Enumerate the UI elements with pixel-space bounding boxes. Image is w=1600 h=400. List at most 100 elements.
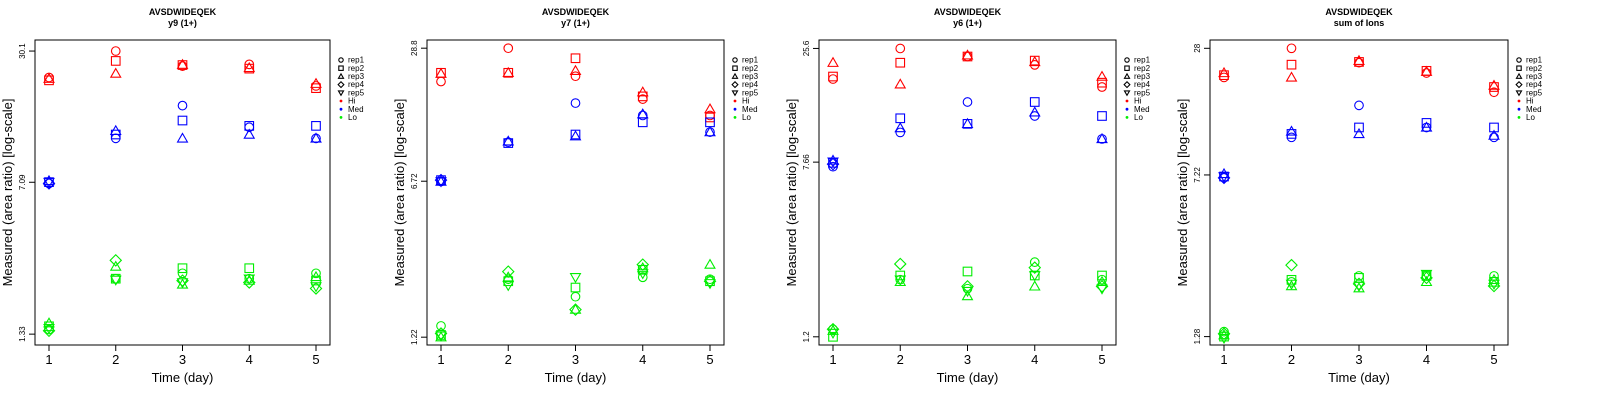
legend-label: rep4 [1134, 80, 1151, 89]
point-med-day1-rep5 [435, 177, 447, 188]
point-lo-day3-rep1 [177, 268, 188, 279]
point-hi-day2-rep1 [895, 43, 906, 54]
point-med-day1-rep3 [827, 154, 839, 165]
legend-swatch [1516, 57, 1522, 63]
point-med-day1-rep4 [826, 157, 840, 171]
point-lo-day5-rep3 [310, 270, 322, 282]
legend-swatch [338, 65, 344, 71]
point-lo-day2-rep3 [109, 260, 122, 271]
legend-label: rep4 [742, 80, 759, 89]
point-med-day2-rep1 [895, 127, 906, 138]
point-med-day3-rep1 [177, 100, 188, 111]
point-lo-day4-rep4 [242, 276, 256, 289]
point-med-day3-rep1 [962, 97, 973, 107]
point-lo-day3-rep3 [569, 303, 582, 314]
y-tick-label: 7.22 [1193, 167, 1202, 183]
legend-label: Lo [1526, 113, 1535, 122]
legend-swatch [339, 107, 343, 111]
point-lo-day4-rep5 [1420, 269, 1433, 281]
point-lo-day1-rep3 [43, 317, 55, 328]
y-axis-label: Measured (area ratio) [log-scale] [784, 99, 799, 287]
point-med-day5-rep3 [1488, 129, 1500, 140]
point-lo-day2-rep4 [1285, 258, 1298, 272]
legend-label: Med [1526, 105, 1542, 114]
x-tick-label: 4 [639, 352, 646, 367]
point-hi-day1-rep3 [827, 56, 839, 67]
point-med-day3-rep1 [570, 98, 581, 108]
point-med-day3-rep3 [569, 130, 582, 141]
point-hi-day1-rep3 [43, 72, 55, 83]
point-hi-day2-rep1 [1286, 43, 1297, 54]
x-tick-label: 3 [1355, 352, 1362, 367]
y-axis-label: Measured (area ratio) [log-scale] [392, 99, 407, 287]
legend-label: rep2 [1134, 64, 1151, 73]
legend-swatch [732, 65, 738, 71]
point-hi-day3-rep3 [569, 64, 582, 75]
legend-swatch [1123, 90, 1131, 97]
point-lo-day3-rep5 [1353, 281, 1365, 293]
point-med-day5-rep3 [310, 132, 322, 143]
x-tick-label: 4 [246, 352, 253, 367]
point-lo-day1-rep4 [42, 324, 56, 338]
legend-swatch [732, 57, 738, 63]
data-points [42, 46, 323, 338]
point-med-day3-rep3 [961, 117, 974, 129]
point-hi-day2-rep3 [109, 67, 122, 78]
legend-label: rep2 [348, 64, 365, 73]
y-tick-label: 1.33 [18, 326, 27, 342]
point-lo-day5-rep4 [1487, 279, 1501, 293]
x-tick-label: 2 [112, 352, 119, 367]
point-lo-day3-rep4 [569, 303, 582, 316]
legend-label: Hi [1526, 97, 1534, 106]
chart-title: AVSDWIDEQEK [149, 7, 217, 17]
point-hi-day5-rep2 [1489, 82, 1499, 92]
legend-label: Lo [348, 113, 357, 122]
point-med-day2-rep1 [1286, 132, 1297, 143]
point-lo-day4-rep5 [636, 269, 649, 280]
y-tick-label: 30.1 [18, 43, 27, 59]
point-lo-day4-rep2 [244, 263, 255, 274]
point-hi-day3-rep3 [961, 49, 974, 60]
legend-swatch [337, 80, 345, 89]
point-lo-day3-rep4 [961, 279, 974, 293]
point-med-day4-rep3 [1028, 106, 1041, 117]
point-lo-day1-rep2 [828, 331, 838, 342]
point-med-day1-rep5 [827, 157, 839, 168]
point-lo-day3-rep2 [177, 263, 188, 274]
point-med-day1-rep5 [43, 177, 55, 189]
point-hi-day1-rep1 [436, 76, 446, 87]
point-hi-day5-rep3 [704, 102, 716, 114]
legend-swatch [1123, 80, 1131, 89]
x-axis-label: Time (day) [1328, 370, 1390, 385]
point-hi-day2-rep2 [895, 57, 906, 68]
legend-swatch [733, 99, 737, 103]
point-hi-day2-rep1 [503, 43, 514, 54]
legend-label: rep4 [1526, 80, 1543, 89]
point-lo-day3-rep2 [962, 266, 973, 277]
point-hi-day3-rep3 [1353, 54, 1365, 65]
point-lo-day2-rep4 [109, 253, 123, 267]
point-med-day3-rep2 [177, 115, 188, 126]
legend-label: rep3 [1134, 72, 1151, 81]
point-hi-day2-rep2 [1286, 59, 1297, 70]
point-lo-day4-rep5 [1028, 271, 1041, 282]
x-tick-label: 3 [179, 352, 186, 367]
point-hi-day2-rep3 [1285, 71, 1298, 82]
legend-label: Med [742, 105, 758, 114]
point-hi-day4-rep2 [244, 63, 255, 74]
legend-label: rep5 [1526, 88, 1543, 97]
x-tick-label: 4 [1423, 352, 1430, 367]
point-lo-day2-rep4 [893, 257, 907, 271]
x-tick-label: 1 [437, 352, 444, 367]
point-hi-day4-rep3 [636, 86, 649, 97]
point-hi-day5-rep2 [311, 83, 321, 94]
point-med-day2-rep3 [894, 121, 907, 133]
point-lo-day4-rep3 [1028, 280, 1041, 291]
chart-subtitle: y6 (1+) [953, 18, 982, 28]
y-tick-label: 28.8 [410, 40, 419, 56]
point-lo-day2-rep2 [110, 273, 121, 284]
point-lo-day2-rep5 [109, 275, 122, 286]
